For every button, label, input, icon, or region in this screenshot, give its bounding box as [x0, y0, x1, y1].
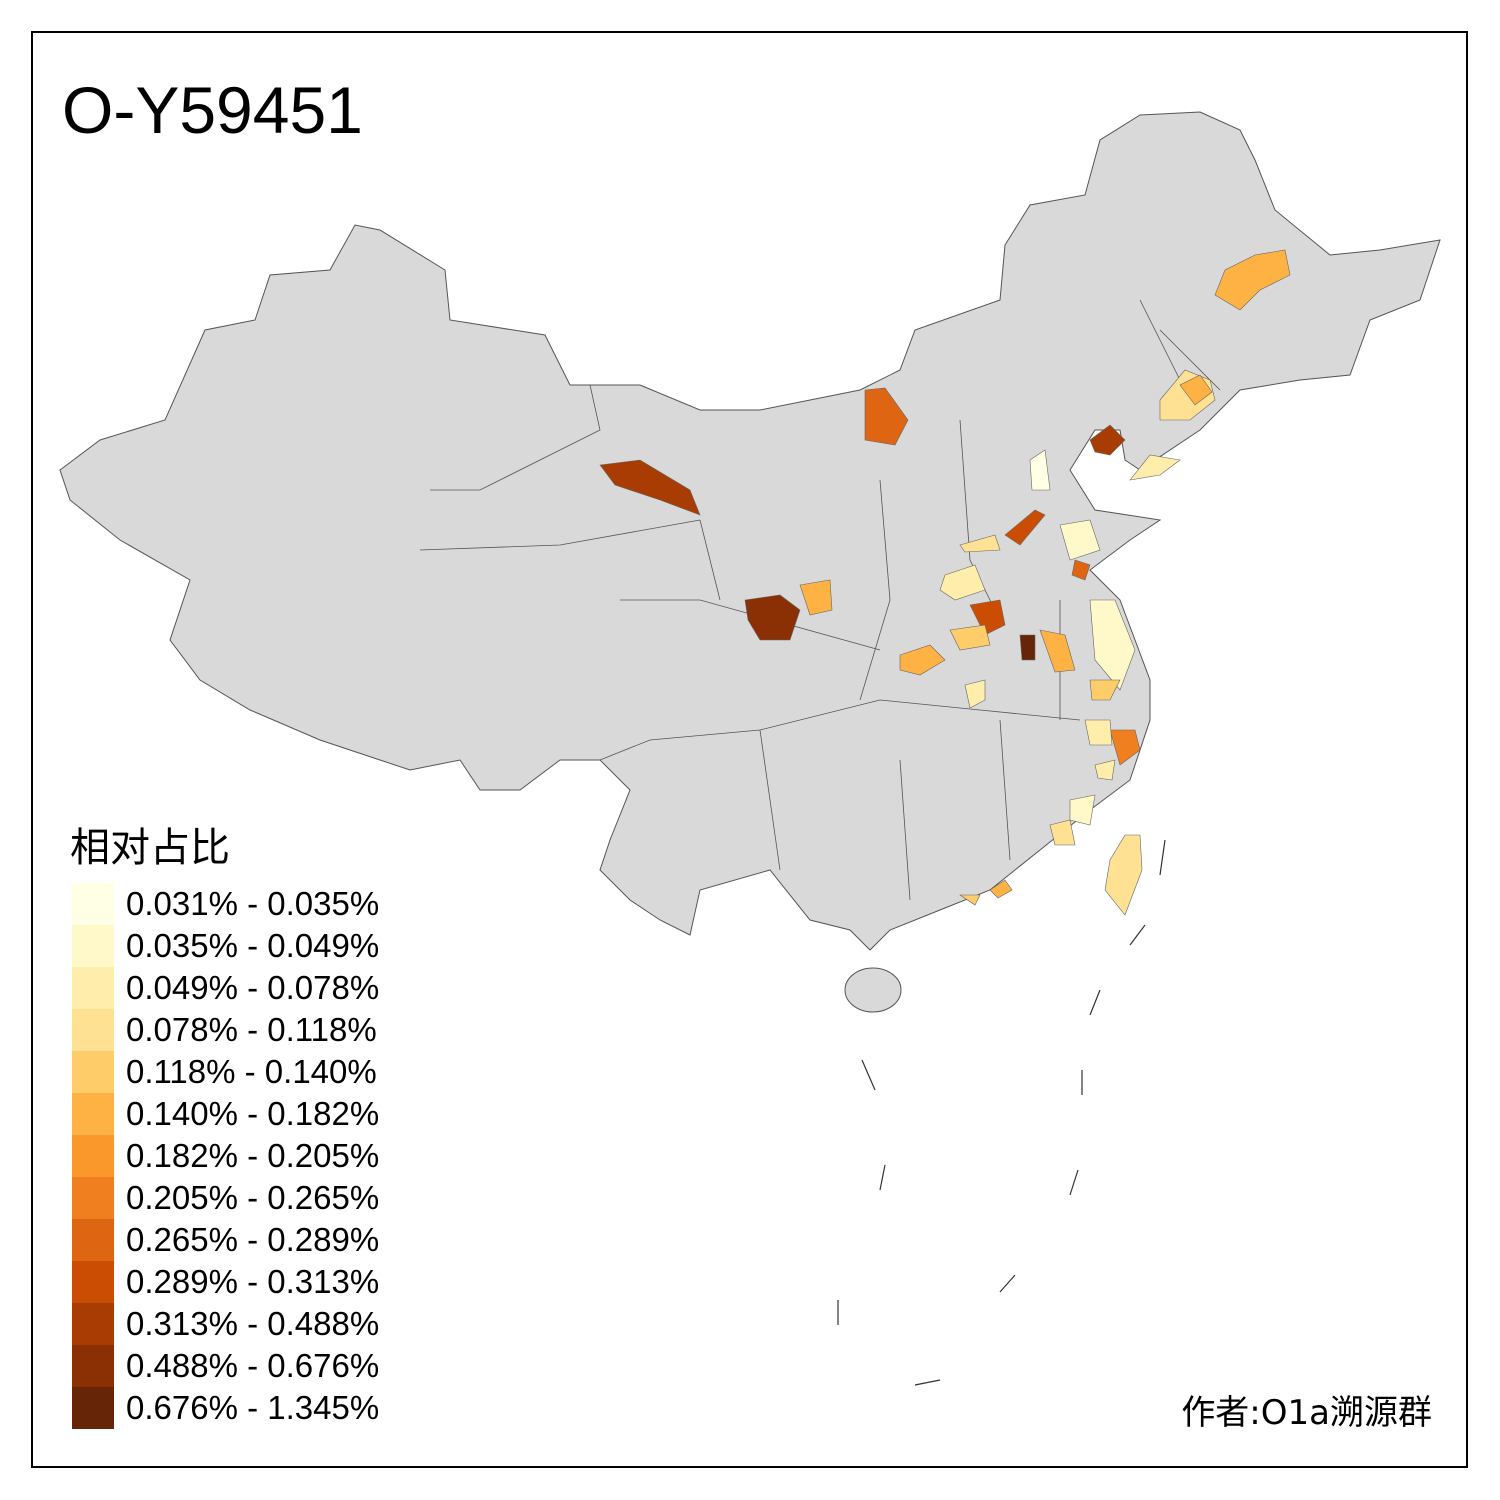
highlighted-region — [1029, 449, 1051, 491]
highlighted-region — [1104, 834, 1143, 916]
highlighted-region — [1109, 729, 1141, 766]
legend-label: 0.289% - 0.313% — [126, 1263, 380, 1300]
highlighted-region — [1084, 719, 1113, 746]
legend-label: 0.035% - 0.049% — [126, 927, 380, 964]
legend: 0.031% - 0.035% 0.035% - 0.049% 0.049% - 0… — [72, 883, 379, 1429]
legend-item: 0.182% - 0.205% — [72, 1135, 379, 1177]
legend-item: 0.035% - 0.049% — [72, 925, 379, 967]
legend-swatch — [72, 1387, 114, 1429]
highlighted-region — [799, 579, 833, 616]
legend-swatch — [72, 1009, 114, 1051]
legend-item: 0.140% - 0.182% — [72, 1093, 379, 1135]
highlighted-region — [1179, 374, 1213, 406]
highlighted-region — [1049, 819, 1076, 846]
highlighted-region — [989, 879, 1013, 899]
highlighted-region — [1039, 629, 1076, 673]
legend-item: 0.676% - 1.345% — [72, 1387, 379, 1429]
china-mainland — [59, 111, 1441, 951]
highlighted-region — [1069, 794, 1096, 826]
legend-item: 0.289% - 0.313% — [72, 1261, 379, 1303]
south-china-sea-islands — [837, 839, 1166, 1386]
legend-swatch — [72, 1303, 114, 1345]
highlighted-region — [1089, 424, 1126, 456]
legend-label: 0.265% - 0.289% — [126, 1221, 380, 1258]
legend-swatch — [72, 925, 114, 967]
legend-swatch — [72, 1345, 114, 1387]
legend-item: 0.118% - 0.140% — [72, 1051, 379, 1093]
highlighted-region — [1089, 679, 1121, 701]
legend-swatch — [72, 1261, 114, 1303]
legend-swatch — [72, 1135, 114, 1177]
legend-label: 0.313% - 0.488% — [126, 1305, 380, 1342]
highlighted-region — [939, 564, 986, 601]
legend-label: 0.205% - 0.265% — [126, 1179, 380, 1216]
map-frame — [31, 31, 1468, 1468]
author-credit: 作者:O1a溯源群 — [1181, 1393, 1432, 1433]
highlighted-region — [1004, 509, 1046, 546]
highlighted-region — [1094, 759, 1116, 781]
highlighted-region — [744, 594, 801, 641]
legend-label: 0.488% - 0.676% — [126, 1347, 380, 1384]
highlighted-region — [1059, 519, 1101, 561]
highlighted-region — [1129, 454, 1181, 481]
legend-title: 相对占比 — [70, 825, 230, 871]
legend-label: 0.118% - 0.140% — [126, 1053, 377, 1090]
legend-swatch — [72, 1051, 114, 1093]
highlighted-region — [599, 459, 701, 516]
map-title: O-Y59451 — [62, 73, 363, 147]
legend-item: 0.265% - 0.289% — [72, 1219, 379, 1261]
highlighted-region — [864, 387, 909, 446]
highlighted-region — [959, 534, 1001, 553]
legend-swatch — [72, 967, 114, 1009]
highlighted-region — [959, 894, 981, 906]
legend-swatch — [72, 1219, 114, 1261]
legend-label: 0.676% - 1.345% — [126, 1389, 380, 1426]
legend-label: 0.078% - 0.118% — [126, 1011, 377, 1048]
highlighted-region — [899, 644, 946, 676]
legend-label: 0.031% - 0.035% — [126, 885, 380, 922]
legend-item: 0.205% - 0.265% — [72, 1177, 379, 1219]
legend-item: 0.049% - 0.078% — [72, 967, 379, 1009]
highlighted-region — [1089, 599, 1136, 691]
legend-swatch — [72, 1177, 114, 1219]
legend-item: 0.078% - 0.118% — [72, 1009, 379, 1051]
highlighted-region — [1071, 559, 1091, 581]
legend-item: 0.031% - 0.035% — [72, 883, 379, 925]
legend-swatch — [72, 1093, 114, 1135]
highlighted-region — [949, 624, 991, 651]
hainan — [844, 967, 902, 1013]
legend-label: 0.140% - 0.182% — [126, 1095, 380, 1132]
highlighted-region — [964, 679, 986, 709]
legend-item: 0.313% - 0.488% — [72, 1303, 379, 1345]
highlighted-region — [1214, 249, 1291, 311]
legend-item: 0.488% - 0.676% — [72, 1345, 379, 1387]
highlighted-region — [969, 599, 1006, 636]
legend-label: 0.182% - 0.205% — [126, 1137, 380, 1174]
legend-label: 0.049% - 0.078% — [126, 969, 380, 1006]
legend-swatch — [72, 883, 114, 925]
highlighted-region — [1019, 634, 1036, 661]
